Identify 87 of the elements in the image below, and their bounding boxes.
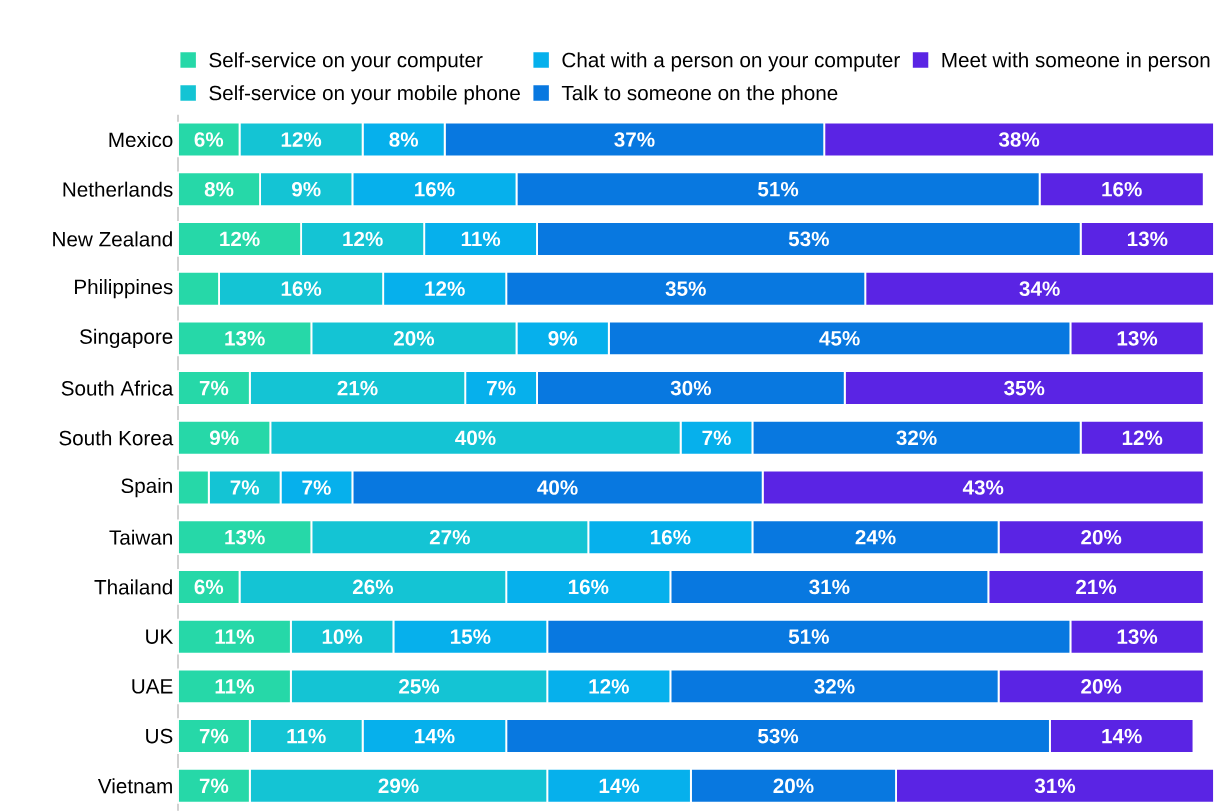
data-label: 14%	[1102, 728, 1142, 744]
data-label: 13%	[1127, 231, 1168, 247]
data-label: 51%	[788, 629, 829, 644]
data-label: 12%	[281, 132, 322, 147]
data-label: 15%	[450, 629, 491, 644]
data-label: 30%	[670, 380, 711, 396]
data-label: 53%	[758, 728, 799, 744]
data-label: 9%	[209, 430, 239, 446]
data-label: 21%	[1076, 579, 1117, 595]
y-tick-label: US	[146, 728, 173, 744]
legend-label: Self-service on your computer	[209, 52, 483, 72]
data-label: 12%	[220, 231, 260, 247]
y-tick-label: Mexico	[109, 131, 173, 148]
data-label: 7%	[199, 728, 229, 744]
data-label: 16%	[415, 181, 455, 197]
data-label: 16%	[568, 579, 609, 595]
data-label: 13%	[225, 529, 265, 545]
data-label: 25%	[399, 679, 440, 694]
data-label: 11%	[215, 679, 254, 694]
y-tick-label: Netherlands	[63, 181, 173, 197]
data-label: 7%	[302, 480, 331, 495]
data-label: 35%	[665, 281, 706, 296]
data-label: 53%	[788, 231, 829, 247]
data-label: 51%	[758, 181, 799, 197]
y-tick-label: UK	[146, 629, 174, 644]
data-label: 16%	[1102, 181, 1142, 197]
data-label: 13%	[225, 331, 265, 346]
data-label: 21%	[337, 380, 378, 396]
data-label: 7%	[702, 430, 731, 446]
data-label: 20%	[393, 331, 435, 346]
data-label: 16%	[281, 281, 322, 296]
data-label: 29%	[378, 778, 419, 794]
data-label: 9%	[548, 331, 578, 346]
data-label: 31%	[809, 579, 850, 595]
data-label: 6%	[194, 132, 224, 147]
data-label: 20%	[1081, 529, 1122, 545]
data-label: 8%	[204, 181, 234, 197]
data-label: 11%	[461, 231, 501, 247]
data-label: 12%	[589, 679, 629, 694]
legend-label: Chat with a person on your computer	[562, 52, 900, 72]
y-tick-label: Spain	[121, 477, 172, 498]
y-tick-label: Taiwan	[109, 529, 172, 545]
y-tick-label: Thailand	[94, 579, 172, 595]
data-label: 20%	[1081, 679, 1122, 694]
y-tick-label: Vietnam	[97, 778, 172, 794]
data-label: 11%	[215, 629, 254, 644]
data-label: 16%	[650, 529, 691, 545]
data-label: 35%	[1004, 380, 1045, 396]
data-label: 13%	[1117, 331, 1158, 346]
data-label: 40%	[455, 430, 496, 446]
data-label: 13%	[1117, 629, 1158, 644]
data-label: 20%	[773, 778, 814, 794]
data-label: 26%	[352, 579, 394, 595]
data-label: 37%	[614, 132, 655, 147]
data-label: 45%	[819, 331, 860, 346]
legend-label: Self-service on your mobile phone	[209, 85, 520, 105]
data-label: 32%	[896, 430, 937, 446]
data-label: 7%	[230, 480, 260, 495]
y-tick-label: UAE	[132, 679, 173, 694]
data-label: 27%	[429, 529, 470, 545]
data-label: 9%	[292, 181, 321, 197]
data-label: 11%	[287, 728, 326, 744]
y-tick-label: Philippines	[75, 279, 173, 299]
data-label: 34%	[1019, 281, 1060, 296]
y-tick-label: South Africa	[61, 380, 174, 396]
data-label: 32%	[814, 679, 855, 694]
data-label: 24%	[855, 529, 896, 545]
data-label: 12%	[343, 231, 383, 247]
data-label: 43%	[962, 480, 1004, 495]
data-label: 14%	[415, 728, 455, 744]
legend-label: Talk to someone on the phone	[561, 85, 838, 105]
data-label: 7%	[487, 380, 516, 396]
data-label: 14%	[599, 778, 640, 794]
data-label: 12%	[425, 281, 465, 296]
data-label: 10%	[322, 629, 363, 644]
y-tick-label: South Korea	[59, 430, 174, 446]
data-label: 7%	[199, 380, 229, 396]
data-label: 38%	[998, 132, 1040, 147]
data-label: 40%	[537, 480, 578, 495]
y-tick-label: Singapore	[80, 328, 173, 348]
data-label: 31%	[1034, 778, 1076, 794]
data-label: 6%	[194, 579, 224, 595]
data-label: 7%	[199, 778, 229, 794]
y-tick-label: New Zealand	[53, 231, 172, 247]
legend-label: Meet with someone in person	[942, 52, 1210, 72]
data-label: 12%	[1122, 430, 1163, 446]
data-label: 8%	[389, 132, 419, 147]
